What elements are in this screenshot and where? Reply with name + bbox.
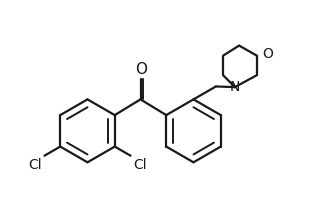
Text: O: O — [135, 61, 147, 77]
Text: N: N — [230, 80, 240, 94]
Text: Cl: Cl — [28, 158, 42, 172]
Text: Cl: Cl — [133, 158, 147, 172]
Text: O: O — [262, 47, 273, 61]
